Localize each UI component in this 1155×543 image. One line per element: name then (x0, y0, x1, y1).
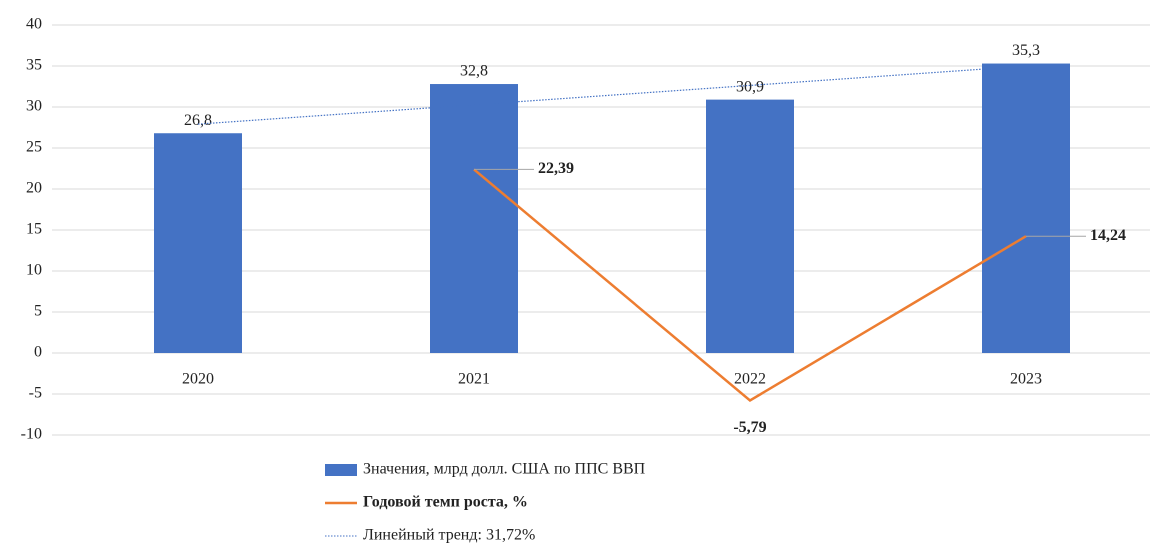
y-tick-label: 0 (34, 344, 42, 361)
line-value-label: 22,39 (538, 160, 574, 177)
bar-value-label: 26,8 (184, 112, 212, 129)
y-tick-label: 10 (26, 262, 42, 279)
legend-label: Годовой темп роста, % (363, 494, 528, 511)
bar-value-label: 35,3 (1012, 42, 1040, 59)
y-tick-label: 5 (34, 303, 42, 320)
growth-line (473, 168, 1027, 403)
y-tick-label: 35 (26, 57, 42, 74)
x-tick-label: 2023 (1010, 371, 1042, 388)
line-value-label: -5,79 (733, 419, 766, 436)
y-tick-label: -10 (21, 426, 42, 443)
bar (154, 133, 242, 353)
bar (982, 63, 1070, 353)
y-tick-label: 40 (26, 16, 42, 33)
y-tick-label: 15 (26, 221, 42, 238)
x-tick-label: 2020 (182, 371, 214, 388)
y-tick-label: 25 (26, 139, 42, 156)
bar (430, 84, 518, 353)
trend-line (197, 65, 1027, 125)
legend-swatch (325, 464, 357, 476)
x-tick-label: 2022 (734, 371, 766, 388)
y-tick-label: 20 (26, 180, 42, 197)
bar (706, 99, 794, 354)
y-tick-label: 30 (26, 98, 42, 115)
y-tick-label: -5 (29, 385, 42, 402)
x-tick-label: 2021 (458, 371, 490, 388)
legend-label: Значения, млрд долл. США по ППС ВВП (363, 461, 646, 478)
bar-value-label: 32,8 (460, 63, 488, 80)
bar-value-label: 30,9 (736, 78, 764, 95)
line-value-label: 14,24 (1090, 227, 1126, 244)
legend-label: Линейный тренд: 31,72% (363, 527, 535, 543)
